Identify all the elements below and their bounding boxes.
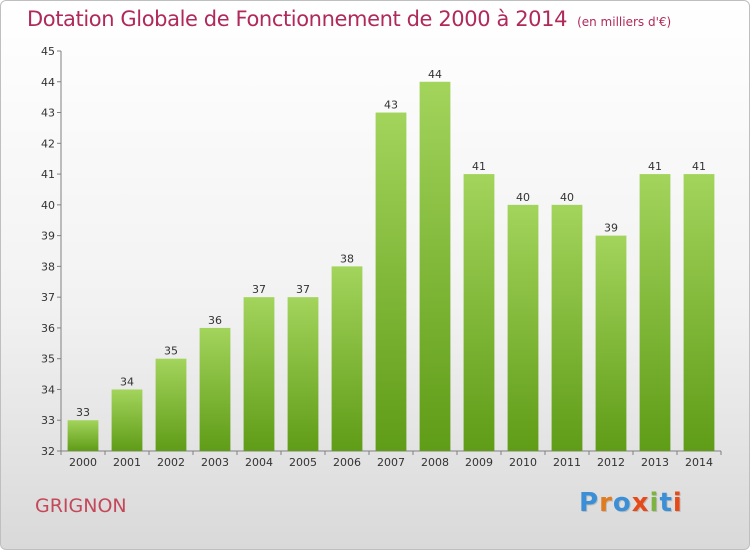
data-label: 43 (384, 99, 398, 112)
data-label: 41 (472, 160, 486, 173)
data-label: 44 (428, 68, 442, 81)
bar-2003 (199, 327, 231, 451)
logo-letter: t (659, 488, 673, 518)
bar-2001 (111, 389, 143, 451)
x-tick-label: 2014 (685, 456, 713, 469)
bar-2014 (683, 174, 715, 452)
x-tick-label: 2012 (597, 456, 625, 469)
y-tick-label: 38 (41, 260, 55, 273)
commune-name: GRIGNON (35, 495, 127, 517)
bar-2007 (375, 112, 407, 452)
bar-2009 (463, 174, 495, 452)
y-tick-label: 43 (41, 107, 55, 120)
y-tick-label: 40 (41, 199, 55, 212)
data-label: 41 (692, 160, 706, 173)
bar-2008 (419, 81, 451, 452)
logo-letter: P (579, 488, 600, 518)
logo-letter: i (672, 488, 683, 518)
bar-2005 (287, 297, 319, 451)
data-label: 38 (340, 252, 354, 265)
bar-2000 (67, 420, 99, 451)
x-tick-label: 2000 (69, 456, 97, 469)
y-tick-label: 44 (41, 76, 55, 89)
axes: 32 33 34 35 36 37 38 39 40 41 42 43 44 45 2000 2001 2002… (41, 45, 722, 469)
x-tick-label: 2006 (333, 456, 361, 469)
logo-letter: r (599, 488, 613, 518)
x-tick-label: 2011 (553, 456, 581, 469)
bar-2002 (155, 358, 187, 451)
data-label: 37 (252, 283, 266, 296)
bar-2006 (331, 266, 363, 451)
x-tick-label: 2010 (509, 456, 537, 469)
y-tick-label: 42 (41, 137, 55, 150)
data-label: 35 (164, 345, 178, 358)
y-tick-label: 37 (41, 291, 55, 304)
bar-2013 (639, 174, 671, 452)
data-label: 39 (604, 222, 618, 235)
bar-2011 (551, 204, 583, 451)
data-label: 36 (208, 314, 222, 327)
data-label: 40 (560, 191, 574, 204)
bar-2004 (243, 297, 275, 451)
logo-letter: x (631, 488, 650, 518)
x-tick-label: 2001 (113, 456, 141, 469)
bar-2010 (507, 204, 539, 451)
chart-title: Dotation Globale de Fonctionnement de 20… (27, 7, 671, 31)
logo-letter: o (612, 488, 632, 518)
x-tick-label: 2009 (465, 456, 493, 469)
x-tick-label: 2008 (421, 456, 449, 469)
x-tick-label: 2002 (157, 456, 185, 469)
y-tick-label: 34 (41, 383, 55, 396)
y-tick-label: 45 (41, 45, 55, 58)
chart-subtitle: (en milliers d'€) (577, 15, 672, 29)
x-tick-label: 2003 (201, 456, 229, 469)
y-tick-label: 32 (41, 445, 55, 458)
data-label: 33 (76, 406, 90, 419)
bars (67, 81, 715, 452)
data-label: 41 (648, 160, 662, 173)
chart-title-text: Dotation Globale de Fonctionnement de 20… (27, 7, 568, 31)
data-label: 37 (296, 283, 310, 296)
x-tick-label: 2013 (641, 456, 669, 469)
bar-2012 (595, 235, 627, 451)
data-label: 40 (516, 191, 530, 204)
data-labels: 33 34 35 36 37 37 38 43 44 41 40 40 39 41 41 (76, 68, 706, 419)
logo-letter: i (649, 488, 660, 518)
y-tick-label: 41 (41, 168, 55, 181)
y-tick-label: 35 (41, 353, 55, 366)
x-tick-label: 2004 (245, 456, 273, 469)
y-tick-label: 33 (41, 414, 55, 427)
data-label: 34 (120, 375, 134, 388)
y-tick-label: 39 (41, 230, 55, 243)
x-tick-label: 2007 (377, 456, 405, 469)
proxiti-logo: Proxiti (579, 488, 683, 518)
y-tick-label: 36 (41, 322, 55, 335)
x-tick-label: 2005 (289, 456, 317, 469)
